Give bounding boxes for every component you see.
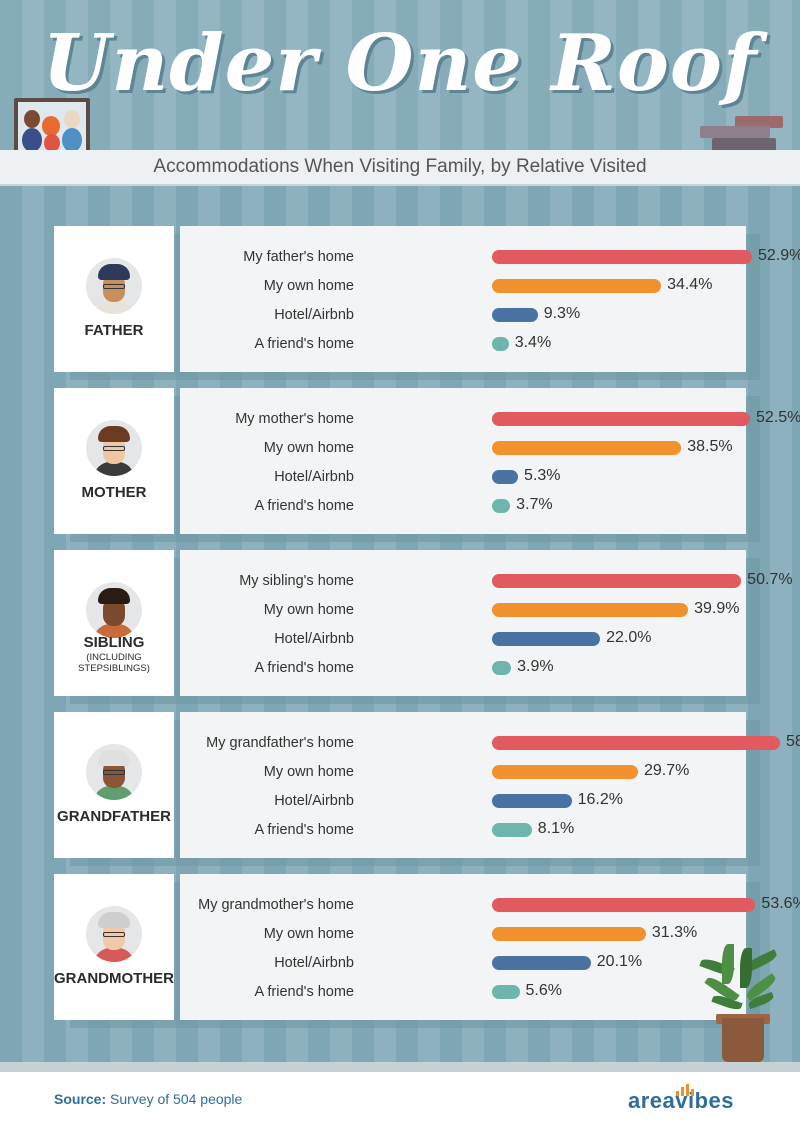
category-label: My own home [263,278,354,294]
category-label: My grandfather's home [206,735,354,751]
relative-card: GRANDFATHER [54,712,174,858]
value-label: 20.1% [596,953,643,970]
value-label: 29.7% [643,762,690,779]
bar [492,337,509,351]
category-label: Hotel/Airbnb [274,307,354,323]
bar-chart: My father's home 52.9% My own home 34.4% Hot… [180,226,800,372]
bar [492,794,572,808]
category-label: A friend's home [254,336,355,352]
bar [492,823,532,837]
chart-subtitle: Accommodations When Visiting Family, by … [153,156,647,177]
bar [492,412,751,426]
bar [492,499,511,513]
bar [492,470,519,484]
category-label: My mother's home [235,411,354,427]
bar [492,661,512,675]
value-label: 16.2% [577,791,623,808]
bar [492,574,742,588]
category-label: Hotel/Airbnb [274,793,354,809]
value-label: 39.9% [694,600,740,617]
category-label: My own home [263,602,354,618]
category-label: A friend's home [254,984,355,1000]
relative-sublabel: (INCLUDING STEPSIBLINGS) [78,652,150,674]
bar [492,765,638,779]
bar [492,279,662,293]
category-label: My own home [263,764,354,780]
floor-strip [0,1062,800,1072]
value-label: 58.6% [786,733,800,750]
source-text: Survey of 504 people [106,1091,243,1107]
bar [492,250,752,264]
value-label: 8.1% [537,820,575,837]
bar-chart: My grandmother's home 53.6% My own home 31.… [180,874,800,1020]
relative-label: GRANDMOTHER [54,970,174,987]
relative-card: GRANDMOTHER [54,874,174,1020]
panel-mother: MOTHER My mother's home 52.5% My own home 38… [54,388,800,534]
family-photo-frame [14,98,90,154]
category-label: A friend's home [254,660,355,676]
value-label: 9.3% [543,305,581,322]
relative-card: SIBLING (INCLUDING STEPSIBLINGS) [54,550,174,696]
value-label: 53.6% [761,895,800,912]
value-label: 5.3% [524,467,561,484]
relative-card: FATHER [54,226,174,372]
brand-logo: areavibes [628,1088,734,1114]
subtitle-band [0,150,800,186]
bar-chart: My sibling's home 50.7% My own home 39.9% Ho… [180,550,793,696]
value-label: 3.7% [516,496,553,513]
value-label: 5.6% [525,982,562,999]
relative-label: GRANDFATHER [57,808,171,825]
brand-name: areavibes [628,1088,735,1113]
bar [492,603,689,617]
bar-chart: My grandfather's home 58.6% My own home 29.… [180,712,800,858]
avatar-icon [86,906,142,962]
category-label: My grandmother's home [198,897,354,913]
bar [492,308,538,322]
value-label: 52.5% [756,409,800,426]
category-label: A friend's home [254,822,355,838]
category-label: My own home [263,926,354,942]
bar [492,927,646,941]
category-label: Hotel/Airbnb [274,955,354,971]
bar [492,956,591,970]
value-label: 52.9% [757,247,800,264]
footer [0,1072,800,1124]
panel-father: FATHER My father's home 52.9% My own home 34… [54,226,800,372]
value-label: 22.0% [606,629,652,646]
avatar-icon [86,420,142,476]
category-label: My own home [263,440,354,456]
relative-label: FATHER [84,322,144,339]
value-label: 31.3% [651,924,698,941]
value-label: 3.4% [514,334,552,351]
bar [492,736,780,750]
category-label: Hotel/Airbnb [274,469,354,485]
value-label: 38.5% [687,438,733,455]
avatar-icon [86,744,142,800]
bar [492,985,520,999]
bar-chart: My mother's home 52.5% My own home 38.5% Hot… [180,388,800,534]
value-label: 34.4% [667,276,713,293]
relative-label: MOTHER [81,484,147,501]
avatar-icon [86,582,142,638]
value-label: 50.7% [747,571,793,588]
category-label: My sibling's home [239,573,354,589]
category-label: A friend's home [254,498,355,514]
source-note: Source: Survey of 504 people [54,1091,242,1107]
category-label: My father's home [243,249,354,265]
panel-sibling: SIBLING (INCLUDING STEPSIBLINGS) My siblin… [54,550,793,696]
source-label: Source: [54,1091,107,1107]
value-label: 3.9% [517,658,554,675]
avatar-icon [86,258,142,314]
header-band [0,0,800,150]
brand-bars-icon [676,1084,696,1096]
page-title: Under One Roof [42,18,758,109]
bar [492,898,756,912]
relative-card: MOTHER [54,388,174,534]
bar [492,632,601,646]
relative-label: SIBLING [83,634,145,651]
bar [492,441,682,455]
category-label: Hotel/Airbnb [274,631,354,647]
